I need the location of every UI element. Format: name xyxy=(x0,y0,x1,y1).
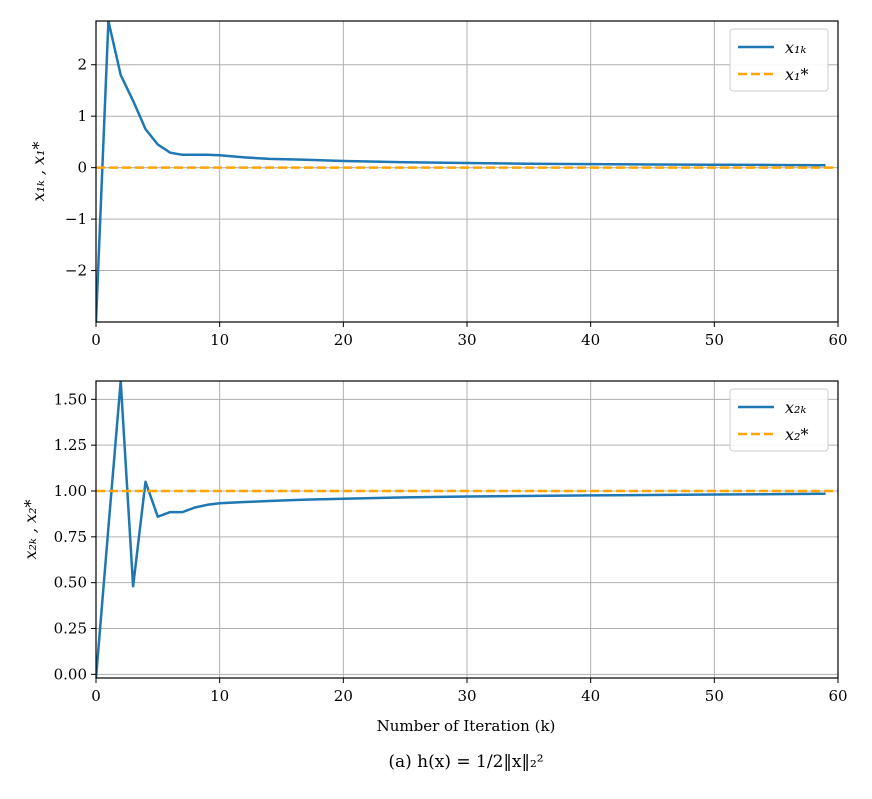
legend-label: x₂* xyxy=(785,425,808,444)
series-group xyxy=(96,381,838,678)
figure-caption: (a) h(x) = 1/2‖x‖₂² xyxy=(388,752,543,772)
x-tick-label: 40 xyxy=(581,687,600,705)
legend-box xyxy=(729,388,829,452)
x-tick-label: 50 xyxy=(705,687,724,705)
x-tick-label: 20 xyxy=(334,687,353,705)
y-tick-label: −2 xyxy=(65,262,87,280)
y-tick-label: 0 xyxy=(77,159,87,177)
x-tick-label: 60 xyxy=(828,331,847,349)
y-tick-label: 1 xyxy=(77,107,87,125)
y-tick-label: −1 xyxy=(65,210,87,228)
legend-label: x₂ₖ xyxy=(785,398,806,417)
x-tick-label: 40 xyxy=(581,331,600,349)
x-tick-label: 0 xyxy=(91,687,101,705)
x-tick-label: 60 xyxy=(828,687,847,705)
y-tick-label: 1.25 xyxy=(54,436,87,454)
y-tick-label: 0.00 xyxy=(54,665,87,683)
y-tick-label: 2 xyxy=(77,56,87,74)
series-line xyxy=(96,21,826,322)
legend-box xyxy=(729,28,829,92)
y-tick-label: 0.50 xyxy=(54,574,87,592)
legend-label: x₁* xyxy=(785,65,808,84)
x-tick-label: 10 xyxy=(210,331,229,349)
y-tick-label: 0.75 xyxy=(54,528,87,546)
y-axis-label: x₁ₖ , x₁* xyxy=(29,142,48,202)
x-axis-label: Number of Iteration (k) xyxy=(377,717,556,735)
panel-x1: 0 10 20 30 40 50 60 −2 −1 0 1 2 x₁ₖ , x₁* x₁ₖ x₁* xyxy=(29,20,848,349)
x-tick-label: 0 xyxy=(91,331,101,349)
y-axis-label: x₂ₖ , x₂* xyxy=(21,500,40,560)
x-tick-label: 20 xyxy=(334,331,353,349)
y-tick-label: 0.25 xyxy=(54,620,87,638)
y-tick-label: 1.50 xyxy=(54,390,87,408)
y-tick-label: 1.00 xyxy=(54,482,87,500)
series-line xyxy=(96,381,826,678)
x-tick-label: 30 xyxy=(457,687,476,705)
panel-x2: 0 10 20 30 40 50 60 0.00 0.25 0.50 0.75 1.00 1.25 1.5… xyxy=(21,380,848,705)
x-tick-label: 10 xyxy=(210,687,229,705)
legend-label: x₁ₖ xyxy=(785,38,806,57)
x-tick-label: 50 xyxy=(705,331,724,349)
x-tick-label: 30 xyxy=(457,331,476,349)
series-group xyxy=(96,21,838,322)
